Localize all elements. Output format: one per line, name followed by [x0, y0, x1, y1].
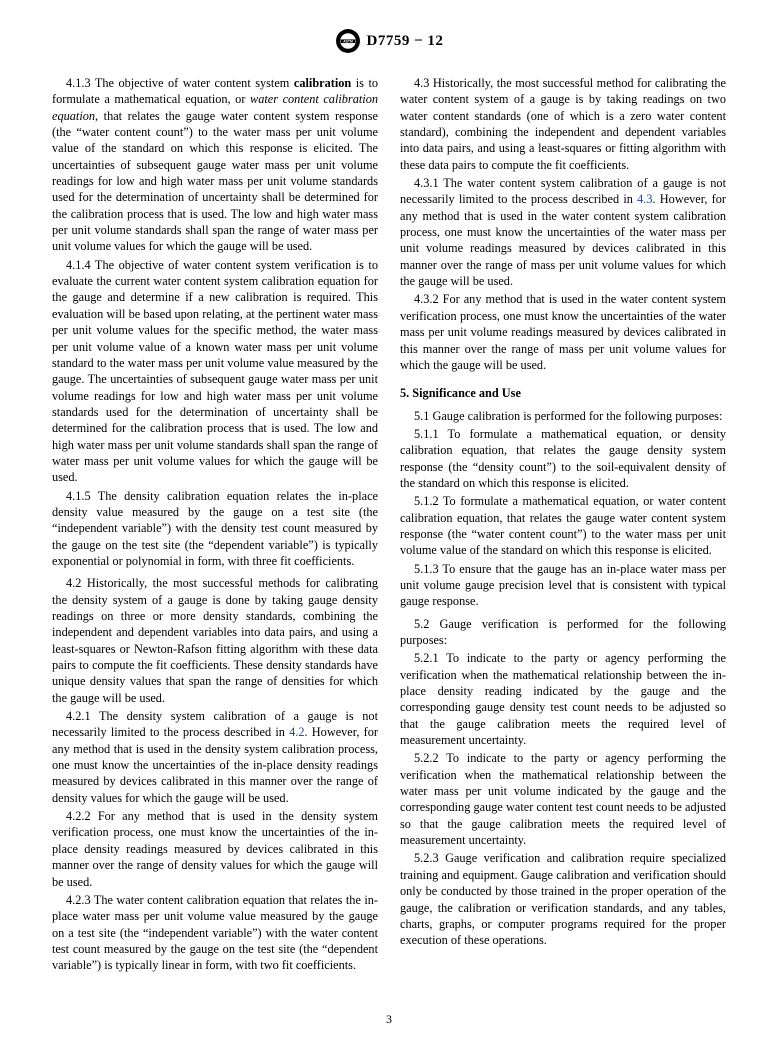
para-5-1-3: 5.1.3 To ensure that the gauge has an in… [400, 561, 726, 610]
para-4-2: 4.2 Historically, the most successful me… [52, 575, 378, 706]
xref-4-3[interactable]: 4.3 [637, 192, 652, 206]
para-5-2-1: 5.2.1 To indicate to the party or agency… [400, 650, 726, 748]
para-4-2-3: 4.2.3 The water content calibration equa… [52, 892, 378, 974]
para-4-1-3: 4.1.3 The objective of water content sys… [52, 75, 378, 255]
page-header: ASTM D7759 − 12 [52, 28, 726, 59]
para-4-3-1: 4.3.1 The water content system calibrati… [400, 175, 726, 289]
para-5-2-3: 5.2.3 Gauge verification and calibration… [400, 850, 726, 948]
body-columns: 4.1.3 The objective of water content sys… [52, 75, 726, 974]
para-5-1-1: 5.1.1 To formulate a mathematical equati… [400, 426, 726, 491]
para-4-1-4: 4.1.4 The objective of water content sys… [52, 257, 378, 486]
heading-5: 5. Significance and Use [400, 385, 726, 401]
para-5-2: 5.2 Gauge verification is performed for … [400, 616, 726, 649]
para-5-2-2: 5.2.2 To indicate to the party or agency… [400, 750, 726, 848]
astm-logo-icon: ASTM [335, 28, 361, 54]
para-4-2-2: 4.2.2 For any method that is used in the… [52, 808, 378, 890]
para-5-1: 5.1 Gauge calibration is performed for t… [400, 408, 726, 424]
para-4-3-2: 4.3.2 For any method that is used in the… [400, 291, 726, 373]
page: ASTM D7759 − 12 4.1.3 The objective of w… [0, 0, 778, 1041]
document-id: D7759 − 12 [367, 33, 444, 50]
para-4-3: 4.3 Historically, the most successful me… [400, 75, 726, 173]
para-4-2-1: 4.2.1 The density system calibration of … [52, 708, 378, 806]
para-4-1-5: 4.1.5 The density calibration equation r… [52, 488, 378, 570]
page-number: 3 [0, 1012, 778, 1027]
xref-4-2[interactable]: 4.2 [289, 725, 304, 739]
svg-text:ASTM: ASTM [343, 39, 353, 43]
para-5-1-2: 5.1.2 To formulate a mathematical equati… [400, 493, 726, 558]
